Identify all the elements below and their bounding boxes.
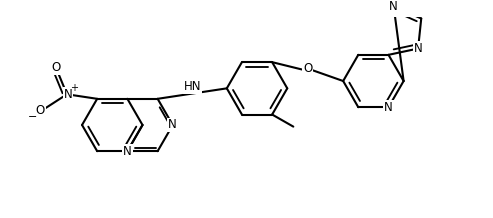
Text: O: O bbox=[52, 61, 61, 74]
Text: N: N bbox=[169, 119, 177, 131]
Text: N: N bbox=[389, 0, 398, 13]
Text: O: O bbox=[303, 62, 312, 75]
Text: HN: HN bbox=[183, 80, 201, 93]
Text: O: O bbox=[35, 104, 45, 118]
Text: N: N bbox=[414, 42, 423, 55]
Text: N: N bbox=[384, 101, 393, 114]
Text: N: N bbox=[64, 88, 72, 101]
Text: N: N bbox=[123, 145, 132, 158]
Text: −: − bbox=[28, 112, 37, 122]
Text: +: + bbox=[70, 83, 78, 93]
